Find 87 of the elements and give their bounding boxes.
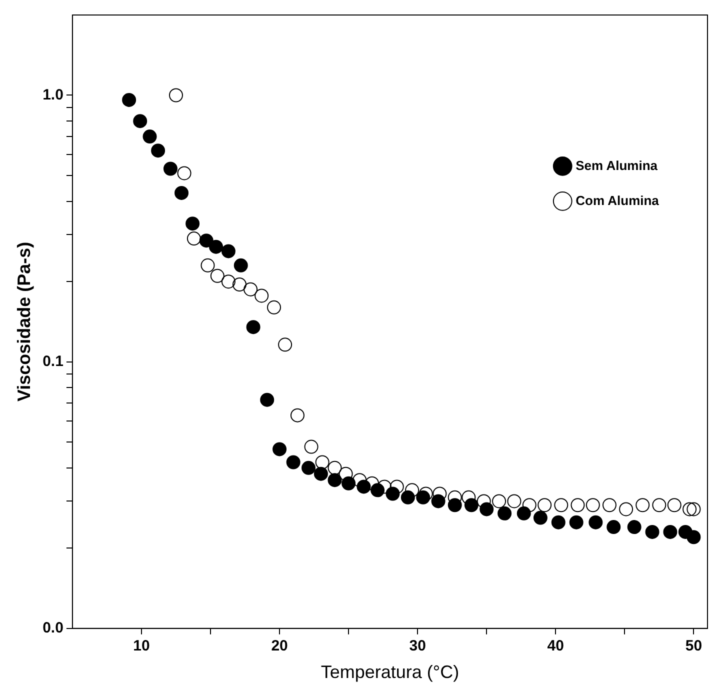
point bbox=[168, 88, 183, 102]
point bbox=[480, 502, 494, 516]
point bbox=[390, 480, 404, 494]
point bbox=[174, 186, 189, 200]
point bbox=[177, 166, 192, 180]
point bbox=[405, 483, 420, 498]
point bbox=[538, 498, 552, 512]
point bbox=[448, 498, 462, 512]
x-tick-label: 50 bbox=[685, 638, 702, 655]
point bbox=[464, 498, 478, 512]
point bbox=[652, 498, 666, 512]
x-tick-label: 20 bbox=[271, 638, 288, 655]
point bbox=[267, 300, 282, 314]
point bbox=[416, 490, 430, 504]
point bbox=[516, 506, 531, 520]
point bbox=[400, 490, 415, 504]
y-tick-label: 0.1 bbox=[42, 352, 64, 370]
point bbox=[370, 483, 385, 498]
point bbox=[476, 494, 491, 508]
point bbox=[686, 530, 701, 544]
legend-label: Com Alumina bbox=[576, 192, 660, 208]
point bbox=[418, 486, 433, 501]
point bbox=[186, 232, 201, 246]
point bbox=[342, 476, 356, 490]
point bbox=[645, 524, 660, 539]
point bbox=[133, 114, 148, 128]
point bbox=[286, 455, 300, 470]
point bbox=[606, 520, 621, 534]
point bbox=[492, 494, 506, 508]
point bbox=[569, 515, 584, 530]
point bbox=[246, 320, 260, 334]
y-tick-label: 1.0 bbox=[42, 86, 64, 104]
point bbox=[663, 524, 678, 539]
x-tick-label: 40 bbox=[547, 638, 564, 655]
point bbox=[533, 510, 548, 525]
x-tick-label: 10 bbox=[133, 638, 150, 655]
point bbox=[290, 408, 304, 422]
point bbox=[209, 240, 224, 254]
point bbox=[507, 494, 522, 508]
point bbox=[302, 460, 316, 475]
point bbox=[151, 144, 166, 158]
point bbox=[200, 258, 215, 272]
point bbox=[627, 520, 642, 534]
point bbox=[667, 498, 682, 512]
point bbox=[570, 498, 585, 512]
point bbox=[260, 392, 274, 407]
point bbox=[551, 515, 566, 530]
point bbox=[432, 486, 447, 501]
point bbox=[221, 274, 236, 289]
point bbox=[244, 282, 258, 296]
point bbox=[686, 502, 701, 516]
point bbox=[356, 480, 371, 494]
point bbox=[586, 498, 600, 512]
point bbox=[338, 466, 353, 481]
point bbox=[431, 494, 446, 508]
point bbox=[314, 466, 328, 481]
point bbox=[278, 338, 292, 352]
point bbox=[682, 502, 697, 516]
legend-label: Sem Alumina bbox=[576, 158, 658, 173]
point bbox=[328, 473, 342, 488]
point bbox=[142, 130, 157, 144]
point bbox=[602, 498, 616, 512]
point bbox=[234, 258, 248, 272]
point bbox=[498, 506, 512, 520]
point bbox=[210, 268, 224, 283]
point bbox=[588, 515, 603, 530]
point bbox=[254, 288, 269, 303]
point bbox=[122, 92, 136, 107]
point bbox=[221, 244, 236, 258]
x-tick-label: 30 bbox=[409, 638, 426, 655]
point bbox=[522, 498, 536, 512]
point bbox=[304, 440, 318, 454]
point bbox=[199, 234, 214, 248]
point bbox=[554, 498, 568, 512]
point bbox=[462, 490, 476, 504]
point bbox=[186, 216, 200, 231]
point bbox=[272, 442, 287, 456]
point bbox=[386, 486, 400, 501]
x-axis-title: Temperatura (°C) bbox=[320, 662, 460, 682]
point bbox=[163, 162, 178, 176]
point bbox=[619, 502, 634, 516]
y-tick-label: 0.0 bbox=[42, 620, 64, 637]
y-axis-title: Viscosidade (Pa-s) bbox=[14, 242, 34, 402]
point bbox=[232, 278, 246, 292]
point bbox=[315, 455, 330, 470]
point bbox=[328, 460, 342, 475]
point bbox=[636, 498, 650, 512]
